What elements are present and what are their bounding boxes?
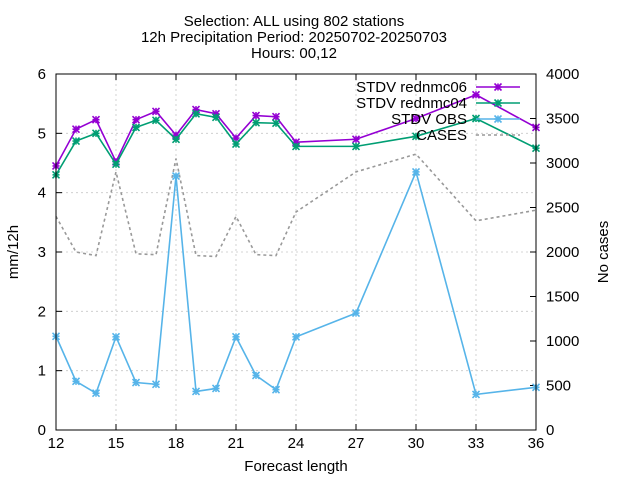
x-tick-label: 30: [408, 435, 425, 452]
data-point: [191, 387, 201, 396]
data-point: [71, 377, 81, 386]
title-line-3: Hours: 00,12: [251, 45, 337, 62]
x-tick-label: 18: [168, 435, 185, 452]
data-point: [111, 160, 121, 169]
data-point: [411, 167, 421, 176]
data-point: [171, 171, 181, 181]
data-point: [251, 118, 261, 127]
data-point: [351, 142, 361, 151]
y-tick-label: 0: [38, 422, 46, 439]
data-point: [151, 107, 161, 116]
y2-tick-label: 1500: [546, 289, 579, 306]
data-point: [211, 113, 221, 122]
data-point: [471, 90, 481, 99]
title-line-2: 12h Precipitation Period: 20250702-20250…: [141, 29, 447, 46]
y-tick-label: 6: [38, 66, 46, 83]
y2-tick-label: 3500: [546, 111, 579, 128]
chart-title: Selection: ALL using 802 stations 12h Pr…: [141, 13, 447, 62]
data-point: [211, 384, 221, 393]
y-tick-label: 3: [38, 244, 46, 261]
series-2: [51, 167, 541, 399]
data-point: [411, 114, 421, 123]
y2-tick-label: 0: [546, 422, 554, 439]
legend-marker: [493, 114, 503, 124]
data-point: [171, 135, 181, 144]
y-axis-label: mm/12h: [5, 225, 22, 279]
data-point: [91, 389, 101, 398]
data-point: [351, 309, 361, 318]
x-tick-label: 15: [108, 435, 125, 452]
legend-item: CASES: [416, 127, 520, 144]
data-point: [131, 123, 141, 132]
legend-marker: [493, 82, 503, 92]
x-tick-label: 24: [288, 435, 305, 452]
y2-axis-label: No cases: [595, 221, 612, 284]
x-tick-label: 36: [528, 435, 545, 452]
data-point: [271, 119, 281, 128]
axis-ticks: 12 15 18 21 24 27 30 33 360123456050010001500200…: [38, 66, 580, 452]
data-point: [351, 135, 361, 144]
data-point: [251, 371, 261, 380]
legend-label: STDV OBS: [391, 111, 467, 128]
y2-tick-label: 1000: [546, 333, 579, 350]
y2-tick-label: 4000: [546, 66, 579, 83]
plot-frame: [55, 73, 537, 431]
x-tick-label: 21: [228, 435, 245, 452]
data-point: [131, 115, 141, 124]
legend-item: STDV OBS: [391, 111, 520, 128]
x-axis-label: Forecast length: [244, 458, 347, 475]
y-tick-label: 5: [38, 125, 46, 142]
legend-item: STDV rednmc06: [356, 79, 520, 96]
data-point: [91, 129, 101, 138]
legend-marker: [493, 98, 503, 108]
data-point: [411, 132, 421, 141]
data-point: [71, 136, 81, 146]
x-tick-label: 27: [348, 435, 365, 452]
data-point: [231, 332, 241, 341]
y2-tick-label: 2500: [546, 200, 579, 217]
legend-label: STDV rednmc04: [356, 95, 467, 112]
y-tick-label: 1: [38, 363, 46, 380]
x-tick-label: 33: [468, 435, 485, 452]
data-point: [251, 111, 261, 120]
data-point: [191, 109, 201, 118]
data-point: [91, 115, 101, 124]
y2-tick-label: 2000: [546, 244, 579, 261]
legend-item: STDV rednmc04: [356, 95, 520, 112]
data-point: [271, 385, 281, 394]
data-point: [71, 125, 81, 134]
y-tick-label: 2: [38, 303, 46, 320]
data-point: [131, 378, 141, 387]
y-tick-label: 4: [38, 185, 46, 202]
series-line: [55, 153, 537, 258]
y2-tick-label: 500: [546, 378, 571, 395]
data-point: [271, 112, 281, 121]
y2-tick-label: 3000: [546, 155, 579, 172]
x-tick-label: 12: [48, 435, 65, 452]
data-point: [471, 390, 481, 399]
legend-label: CASES: [416, 127, 467, 144]
data-point: [291, 332, 301, 341]
title-line-1: Selection: ALL using 802 stations: [184, 13, 404, 30]
data-point: [151, 116, 161, 125]
data-point: [111, 332, 121, 341]
series-3: [55, 153, 537, 258]
data-point: [291, 142, 301, 151]
legend-label: STDV rednmc06: [356, 79, 467, 96]
data-point: [151, 380, 161, 389]
data-point: [231, 139, 241, 149]
